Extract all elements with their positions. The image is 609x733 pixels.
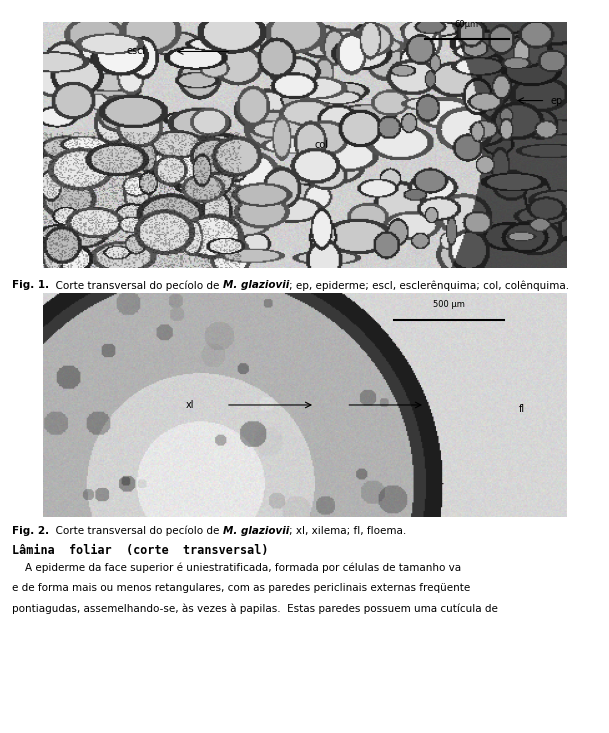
Text: M. glaziovii: M. glaziovii [223, 526, 289, 536]
Text: ep: ep [551, 95, 563, 106]
Text: Corte transversal do pecíolo de: Corte transversal do pecíolo de [49, 526, 223, 536]
Text: escl: escl [127, 46, 146, 56]
Text: 60μm: 60μm [455, 21, 479, 29]
Text: xl: xl [186, 400, 194, 410]
Text: pontiagudas, assemelhando-se, às vezes à papilas.  Estas paredes possuem uma cut: pontiagudas, assemelhando-se, às vezes à… [12, 604, 498, 614]
Text: col: col [315, 140, 329, 150]
Text: Lâmina  foliar  (corte  transversal): Lâmina foliar (corte transversal) [12, 544, 269, 557]
Text: Fig. 2.: Fig. 2. [12, 526, 49, 536]
Text: fl: fl [519, 405, 526, 414]
Text: e de forma mais ou menos retangulares, com as paredes periclinais externas freqü: e de forma mais ou menos retangulares, c… [12, 583, 470, 594]
Text: Fig. 1.: Fig. 1. [12, 280, 49, 290]
Text: ; ep, epiderme; escl, esclerênquima; col, colênquima.: ; ep, epiderme; escl, esclerênquima; col… [289, 280, 569, 290]
Text: M. glaziovii: M. glaziovii [223, 280, 289, 290]
Text: ; xl, xilema; fl, floema.: ; xl, xilema; fl, floema. [289, 526, 406, 536]
Text: 500 μm: 500 μm [432, 300, 465, 309]
Text: A epiderme da face superior é uniestratificada, formada por células de tamanho v: A epiderme da face superior é uniestrati… [12, 563, 461, 573]
Text: Corte transversal do pecíolo de: Corte transversal do pecíolo de [49, 280, 223, 290]
